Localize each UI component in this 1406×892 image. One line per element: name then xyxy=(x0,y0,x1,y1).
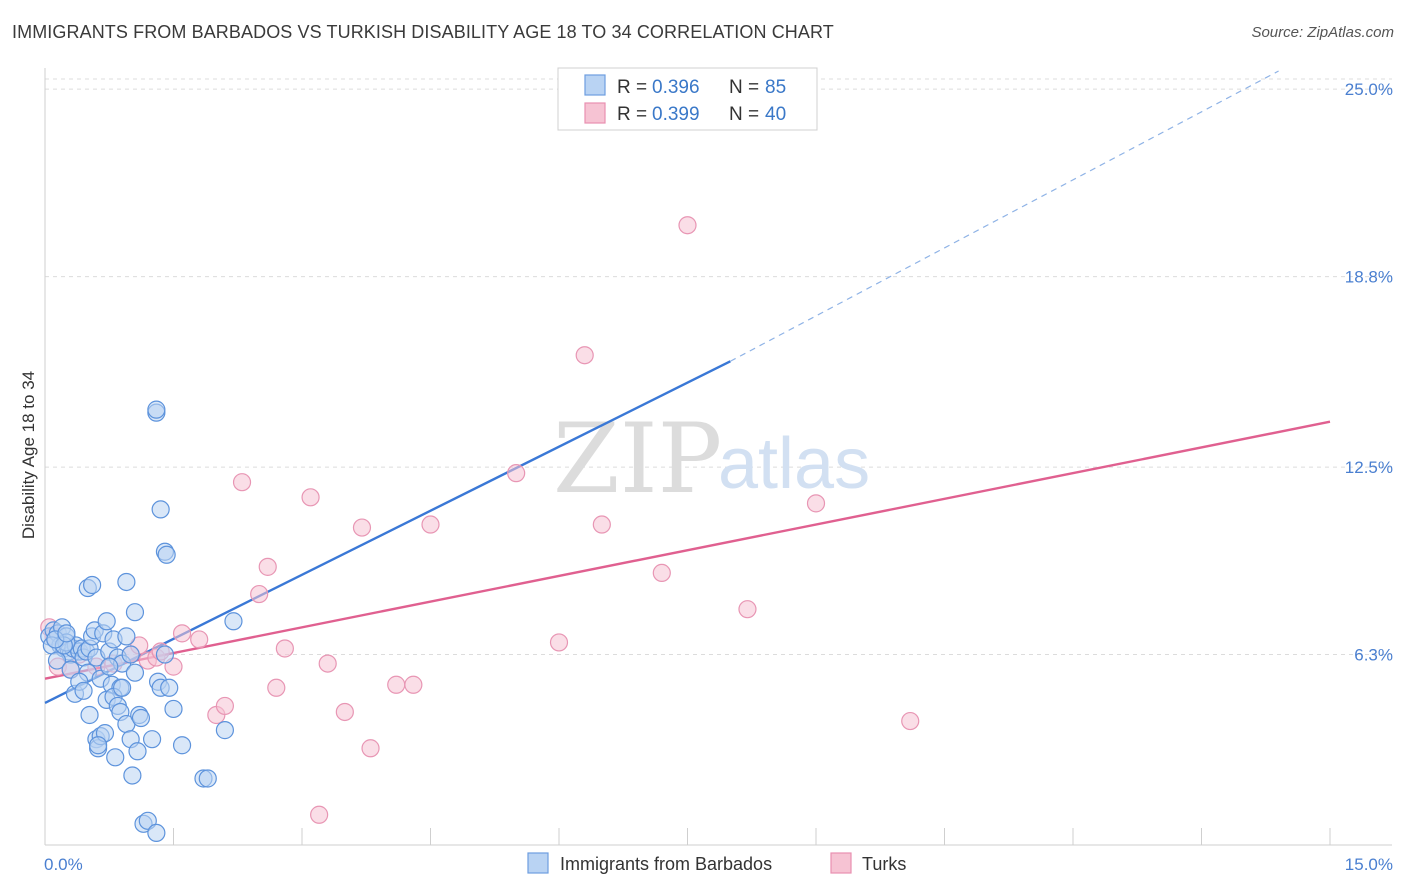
point-barbados xyxy=(142,730,162,749)
point-barbados xyxy=(125,663,145,682)
point-turks xyxy=(652,563,671,582)
point-turks xyxy=(507,464,526,483)
point-turks xyxy=(250,584,269,604)
point-barbados xyxy=(224,612,243,631)
legend-r-value-1: 0.396 xyxy=(652,77,700,98)
legend-n-value-2: 40 xyxy=(765,104,786,125)
point-barbados xyxy=(117,627,136,646)
point-turks xyxy=(806,494,826,513)
point-barbados xyxy=(117,572,136,592)
point-turks xyxy=(352,518,372,537)
point-barbados xyxy=(125,603,145,622)
point-turks xyxy=(335,702,354,722)
point-barbados xyxy=(121,645,140,664)
trend-lines xyxy=(44,70,1331,704)
axes xyxy=(44,68,1392,846)
x-tick-label-min: 0.0% xyxy=(44,855,83,874)
y-axis-label: Disability Age 18 to 34 xyxy=(19,371,38,539)
point-barbados xyxy=(198,769,217,788)
point-barbados xyxy=(83,575,102,595)
point-turks xyxy=(575,346,594,365)
tick-labels: 6.3% 12.5% 18.8% 25.0% 0.0% 15.0% xyxy=(44,80,1393,874)
legend-n-value-1: 85 xyxy=(765,77,786,98)
point-barbados xyxy=(215,721,234,740)
legend: R = 0.396 N = 85 R = 0.399 N = 40 xyxy=(557,67,818,131)
point-barbados xyxy=(151,500,170,519)
bottom-legend-swatch-pink xyxy=(830,852,852,874)
legend-r-label-2: R = xyxy=(617,104,647,125)
y-tick-label: 25.0% xyxy=(1345,80,1393,99)
legend-n-label-2: N = xyxy=(729,104,759,125)
point-turks xyxy=(275,639,294,658)
point-barbados xyxy=(131,708,151,728)
point-barbados xyxy=(128,742,147,761)
watermark-zip: ZIP xyxy=(553,403,722,515)
point-barbados xyxy=(106,748,125,767)
trend-line-barbados-extension xyxy=(730,70,1279,362)
point-turks xyxy=(678,216,697,235)
point-turks xyxy=(267,678,286,697)
legend-r-label-1: R = xyxy=(617,77,647,98)
bottom-legend: Immigrants from Barbados Turks xyxy=(527,852,906,874)
points-turks xyxy=(40,216,920,824)
chart-title: IMMIGRANTS FROM BARBADOS VS TURKISH DISA… xyxy=(12,22,834,42)
point-barbados xyxy=(112,678,132,697)
point-barbados xyxy=(147,400,166,419)
point-barbados xyxy=(57,624,76,643)
point-turks xyxy=(549,633,569,652)
y-tick-label: 18.8% xyxy=(1345,268,1393,287)
point-turks xyxy=(215,696,234,716)
point-turks xyxy=(318,654,337,673)
point-barbados xyxy=(123,766,142,785)
point-turks xyxy=(310,805,329,824)
bottom-legend-label-1: Immigrants from Barbados xyxy=(560,854,772,874)
point-barbados xyxy=(80,705,99,725)
point-turks xyxy=(232,473,252,492)
point-barbados xyxy=(74,681,93,700)
legend-n-label-1: N = xyxy=(729,77,759,98)
legend-swatch-blue xyxy=(584,74,606,96)
point-turks xyxy=(361,739,380,758)
point-turks xyxy=(901,711,920,731)
point-barbados xyxy=(97,612,116,631)
point-turks xyxy=(172,624,192,643)
watermark: ZIP atlas xyxy=(553,403,870,515)
legend-r-value-2: 0.399 xyxy=(652,104,700,125)
point-barbados xyxy=(89,736,108,755)
point-barbados xyxy=(147,823,166,843)
points-barbados xyxy=(40,400,243,843)
point-barbados xyxy=(47,651,67,670)
bottom-legend-swatch-blue xyxy=(527,852,549,874)
point-barbados xyxy=(100,657,119,676)
point-turks xyxy=(404,675,423,694)
point-barbados xyxy=(160,678,179,697)
point-barbados xyxy=(164,699,183,719)
legend-swatch-pink xyxy=(584,102,606,124)
point-turks xyxy=(301,488,320,507)
trend-line-turks xyxy=(44,420,1331,680)
point-turks xyxy=(190,630,209,649)
bottom-legend-label-2: Turks xyxy=(862,854,906,874)
point-barbados xyxy=(172,736,192,755)
y-tick-label: 12.5% xyxy=(1345,458,1393,477)
point-turks xyxy=(387,675,406,694)
point-turks xyxy=(592,515,611,534)
y-tick-label: 6.3% xyxy=(1354,646,1393,665)
point-barbados xyxy=(157,545,176,564)
point-turks xyxy=(258,557,277,576)
watermark-atlas: atlas xyxy=(718,424,870,504)
point-turks xyxy=(738,600,757,619)
point-turks xyxy=(421,515,440,534)
source-label: Source: ZipAtlas.com xyxy=(1251,24,1394,41)
point-barbados xyxy=(155,645,175,664)
x-tick-label-max: 15.0% xyxy=(1345,855,1393,874)
